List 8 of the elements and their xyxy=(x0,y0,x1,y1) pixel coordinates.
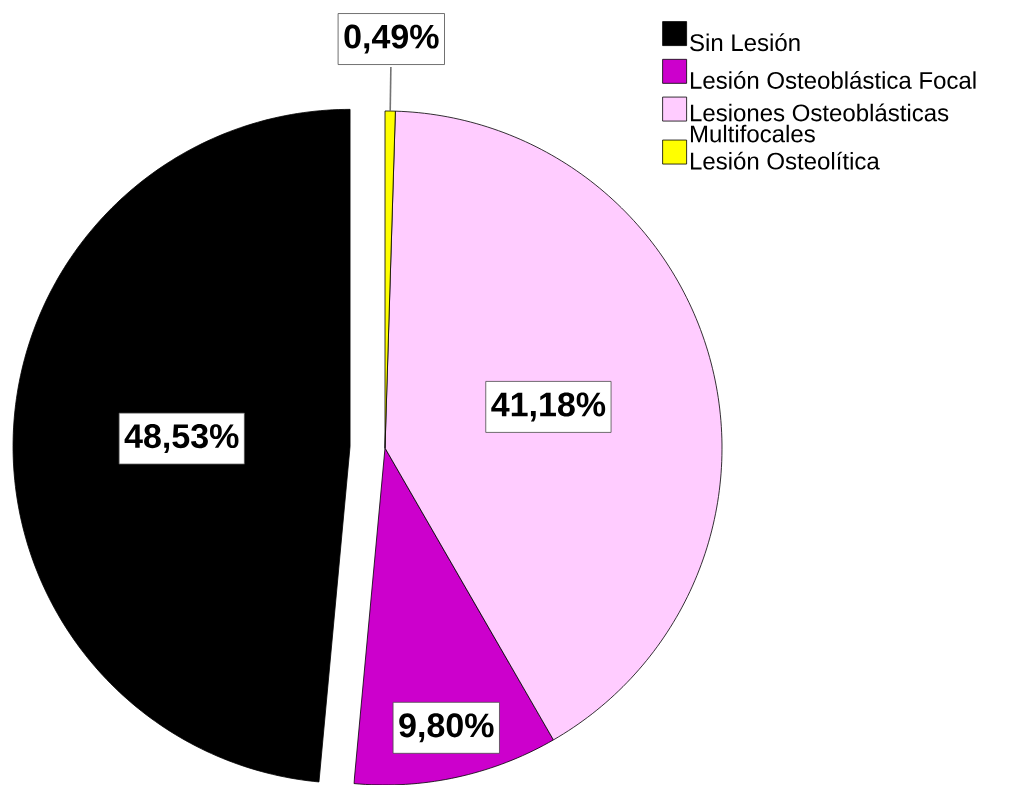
legend-label: Lesión Osteolítica xyxy=(690,151,880,170)
legend-label: Lesión Osteoblástica Focal xyxy=(690,70,976,89)
data-label: 9,80% xyxy=(399,713,494,743)
data-label: 0,49% xyxy=(344,24,439,54)
data-label: 48,53% xyxy=(124,424,239,454)
data-label: 41,18% xyxy=(491,392,606,422)
legend-label: Sin Lesión xyxy=(690,33,800,52)
legend-label: Lesiones Osteoblásticas Multifocales xyxy=(690,103,949,143)
